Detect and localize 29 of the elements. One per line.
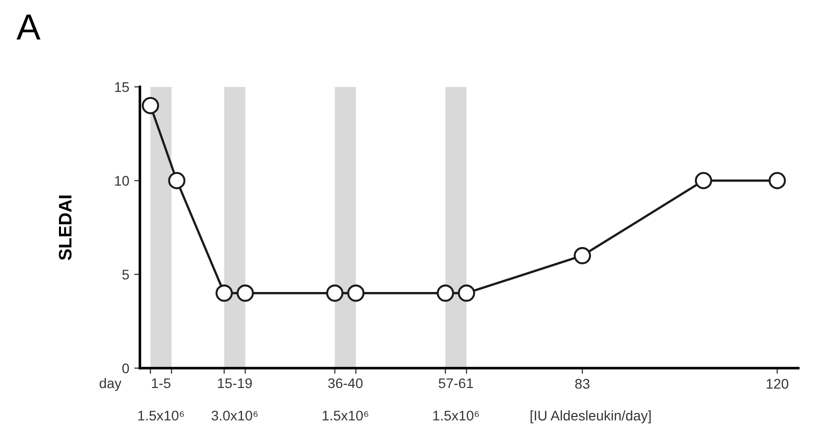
point (216, 284, 233, 302)
text: 1.5x10⁶ (433, 410, 479, 421)
y-tick-label: 5 (122, 270, 129, 280)
point (326, 284, 344, 302)
point (458, 284, 476, 302)
text: [IU Aldesleukin/day] (530, 410, 651, 424)
band-label: 1-5 (152, 378, 170, 388)
point (768, 172, 786, 190)
point (347, 284, 364, 302)
chart-title: A (16, 14, 40, 40)
y-axis-title: SLEDAI (58, 196, 72, 260)
band-label: 15-19 (218, 378, 252, 388)
y-tick-label: 0 (122, 363, 129, 374)
x-tick-label: 120 (766, 378, 788, 389)
band-label: 36-40 (328, 378, 363, 388)
text: 1.5x10⁶ (322, 410, 368, 421)
text: 3.0x10⁶ (212, 410, 258, 421)
point (168, 172, 186, 190)
x-axis-title: day (100, 378, 122, 391)
point (236, 284, 254, 302)
y-tick-label: 15 (115, 82, 129, 92)
point (574, 246, 591, 264)
point (694, 172, 712, 190)
text: 1.5x10⁶ (138, 410, 184, 421)
x-tick-label: 83 (575, 378, 590, 389)
band-label: 57-61 (438, 378, 474, 388)
point (142, 96, 160, 114)
y-tick-label: 10 (115, 176, 129, 186)
point (436, 284, 454, 302)
